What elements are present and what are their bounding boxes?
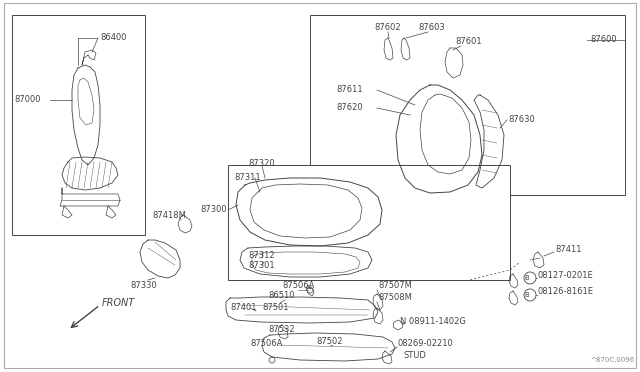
Text: 08269-02210: 08269-02210 [398,339,454,347]
Bar [228,165,510,280]
Text: 87320: 87320 [248,158,275,167]
Text: 87506A: 87506A [282,282,314,291]
Text: 87508M: 87508M [378,294,412,302]
Text: 87300: 87300 [200,205,227,215]
Bar [310,15,625,195]
Text: 87601: 87601 [455,38,482,46]
Text: 87532: 87532 [268,326,294,334]
Text: 87411: 87411 [555,246,582,254]
Bar [12,15,145,235]
Text: 87301: 87301 [248,260,275,269]
Text: 87506A: 87506A [250,340,282,349]
Text: 87418M: 87418M [152,211,186,219]
Text: 86510: 86510 [268,292,294,301]
Text: B: B [525,275,529,281]
Text: 87401: 87401 [230,304,257,312]
Text: 87600: 87600 [590,35,616,45]
Text: B: B [525,292,529,298]
Text: 87330: 87330 [130,280,157,289]
Text: 08126-8161E: 08126-8161E [538,288,594,296]
Text: 87611: 87611 [336,86,363,94]
Text: 87630: 87630 [508,115,535,125]
Text: 87602: 87602 [374,23,401,32]
Text: 87603: 87603 [418,23,445,32]
Text: ^870C,0096: ^870C,0096 [590,357,634,363]
Text: 87312: 87312 [248,250,275,260]
Text: 87507M: 87507M [378,282,412,291]
Text: 87501: 87501 [262,304,289,312]
Text: 87000: 87000 [14,96,40,105]
Text: 87311: 87311 [234,173,260,183]
Text: 86400: 86400 [100,33,127,42]
Text: 87502: 87502 [316,337,342,346]
Text: N 08911-1402G: N 08911-1402G [400,317,466,327]
Text: 08127-0201E: 08127-0201E [538,270,594,279]
Text: STUD: STUD [403,350,426,359]
Text: FRONT: FRONT [102,298,135,308]
Text: 87620: 87620 [336,103,363,112]
